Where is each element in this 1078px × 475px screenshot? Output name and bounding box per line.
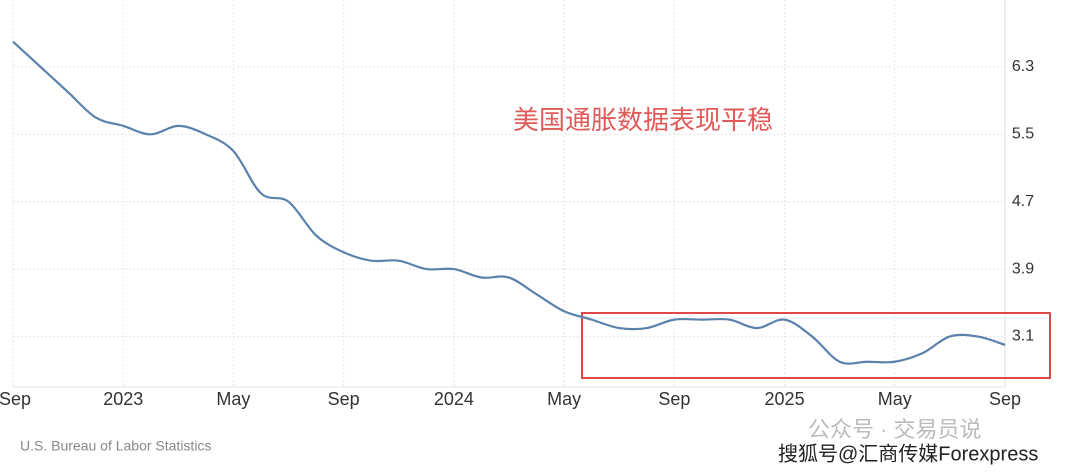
x-tick-label: 2023 <box>103 389 143 409</box>
x-tick-label: May <box>547 389 581 409</box>
highlight-box <box>581 312 1051 379</box>
x-tick-label: May <box>216 389 250 409</box>
watermark: 搜狐号@汇商传媒Forexpress <box>778 442 1038 465</box>
x-tick-label: 2024 <box>434 389 474 409</box>
x-tick-label: 2025 <box>765 389 805 409</box>
y-tick-label: 6.3 <box>1012 58 1034 75</box>
y-tick-label: 4.7 <box>1012 193 1034 210</box>
annotation: 美国通胀数据表现平稳 <box>513 105 773 135</box>
y-tick-label: 3.9 <box>1012 260 1034 277</box>
y-tick-label: 5.5 <box>1012 126 1034 143</box>
x-tick-label: Sep <box>658 389 690 409</box>
watermark: 公众号 · 交易员说 <box>808 417 982 442</box>
line-series <box>12 40 1006 365</box>
source: U.S. Bureau of Labor Statistics <box>20 438 211 454</box>
x-tick-label: Sep <box>0 389 31 409</box>
x-tick-label: May <box>878 389 912 409</box>
y-tick-label: 3.1 <box>1012 328 1034 345</box>
x-tick-label: Sep <box>989 389 1021 409</box>
x-tick-label: Sep <box>328 389 360 409</box>
